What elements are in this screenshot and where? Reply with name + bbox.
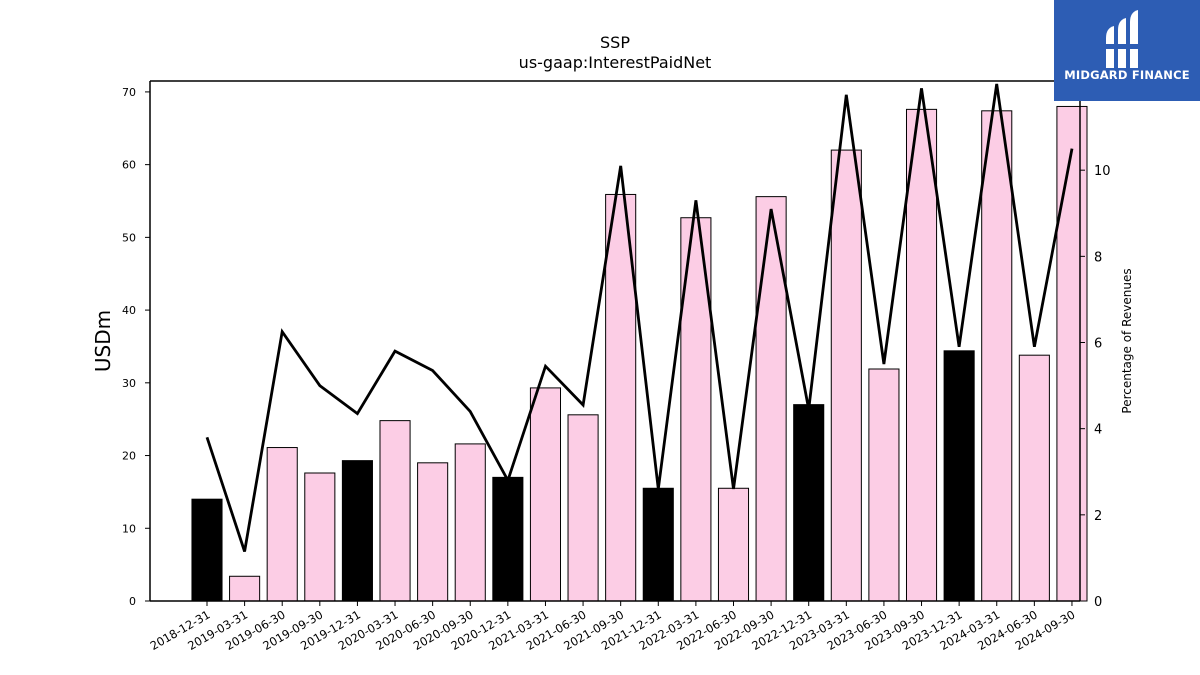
y2-tick-label: 6: [1094, 337, 1102, 352]
y2-tick-label: 10: [1094, 164, 1111, 179]
bar: [379, 420, 411, 602]
bar: [642, 487, 674, 602]
y2-tick-label: 8: [1094, 250, 1102, 265]
bar: [830, 149, 862, 602]
y-tick-label: 30: [122, 377, 136, 390]
bar: [454, 443, 486, 602]
y-tick-label: 50: [122, 231, 136, 244]
bar: [755, 196, 787, 602]
bar: [943, 350, 975, 602]
y2-tick-label: 4: [1094, 423, 1102, 438]
line-group: [205, 83, 1074, 552]
y-tick-label: 60: [122, 159, 136, 172]
y2-axis-label: Percentage of Revenues: [1120, 268, 1134, 413]
chart-subtitle: us-gaap:InterestPaidNet: [518, 53, 712, 72]
bar: [793, 404, 825, 602]
y-tick-label: 20: [122, 450, 136, 463]
bar: [567, 414, 599, 602]
y-axis-label: USDm: [91, 310, 115, 372]
bar: [905, 108, 938, 602]
y-tick-label: 70: [122, 86, 136, 99]
bar: [341, 460, 373, 602]
bar: [417, 462, 449, 602]
bar: [191, 498, 223, 602]
y-tick-label: 0: [129, 595, 136, 608]
y2-tick-label: 2: [1094, 509, 1102, 524]
bar: [266, 447, 298, 602]
midgard-finance-logo: MIDGARD FINANCE: [1054, 0, 1200, 101]
bar: [981, 110, 1013, 602]
bar-group: [191, 105, 1088, 602]
bar: [492, 476, 524, 602]
chart-title: SSP: [600, 33, 630, 52]
midgard-logo-icon: [1104, 10, 1148, 68]
bar: [304, 472, 336, 602]
y-tick-label: 10: [122, 522, 136, 535]
bar: [229, 575, 261, 602]
bar: [1056, 105, 1088, 602]
series-line: [205, 83, 1074, 552]
bar: [1018, 354, 1050, 602]
y-tick-label: 40: [122, 304, 136, 317]
y2-tick-label: 0: [1094, 595, 1102, 610]
bar: [717, 487, 750, 602]
bar: [868, 368, 900, 602]
logo-text: MIDGARD FINANCE: [1064, 68, 1190, 82]
bar: [529, 387, 562, 602]
